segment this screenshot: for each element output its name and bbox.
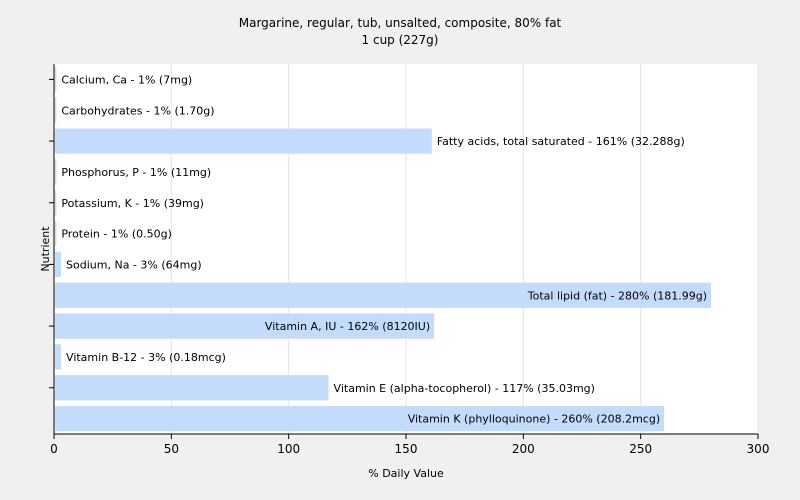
x-tick-label: 150 (395, 442, 418, 456)
bar (55, 251, 62, 278)
x-tick-label: 300 (747, 442, 770, 456)
bar (55, 190, 57, 216)
x-tick-label: 100 (277, 442, 300, 456)
bar (55, 375, 329, 401)
x-tick-label: 50 (164, 442, 179, 456)
bar (55, 344, 62, 370)
bar-labels: Calcium, Ca - 1% (7mg) Carbohydrates - 1%… (61, 73, 707, 425)
bar-label: Fatty acids, total saturated - 161% (32.… (437, 135, 685, 148)
bar-label: Vitamin K (phylloquinone) - 260% (208.2m… (408, 413, 660, 426)
bar (55, 97, 57, 123)
bar (55, 159, 57, 185)
bar-label: Total lipid (fat) - 280% (181.99g) (527, 289, 707, 302)
x-tick-label: 250 (629, 442, 652, 456)
chart-subtitle: 1 cup (227g) (362, 33, 439, 47)
bar (55, 313, 435, 339)
bar-label: Sodium, Na - 3% (64mg) (66, 258, 202, 271)
bar (55, 220, 57, 247)
bar-label: Carbohydrates - 1% (1.70g) (61, 104, 214, 117)
bar-label: Vitamin B-12 - 3% (0.18mcg) (66, 351, 226, 364)
bar-label: Calcium, Ca - 1% (7mg) (61, 73, 192, 86)
bar (55, 66, 57, 93)
y-axis-label: Nutrient (39, 226, 52, 272)
bar-label: Potassium, K - 1% (39mg) (61, 197, 204, 210)
bar-label: Vitamin E (alpha-tocopherol) - 117% (35.… (334, 382, 595, 395)
gridlines (170, 64, 759, 434)
bar (55, 405, 665, 432)
bar-label: Phosphorus, P - 1% (11mg) (61, 166, 211, 179)
bar (55, 128, 432, 154)
bars (55, 66, 712, 432)
bar-label: Protein - 1% (0.50g) (61, 228, 172, 241)
x-tick-label: 200 (512, 442, 535, 456)
bar (55, 282, 712, 308)
axes: 0 50 100 150 200 250 300 (49, 64, 769, 456)
x-axis-label: % Daily Value (368, 467, 444, 480)
chart-title: Margarine, regular, tub, unsalted, compo… (239, 16, 562, 30)
x-tick-label: 0 (50, 442, 58, 456)
bar-label: Vitamin A, IU - 162% (8120IU) (265, 320, 430, 333)
